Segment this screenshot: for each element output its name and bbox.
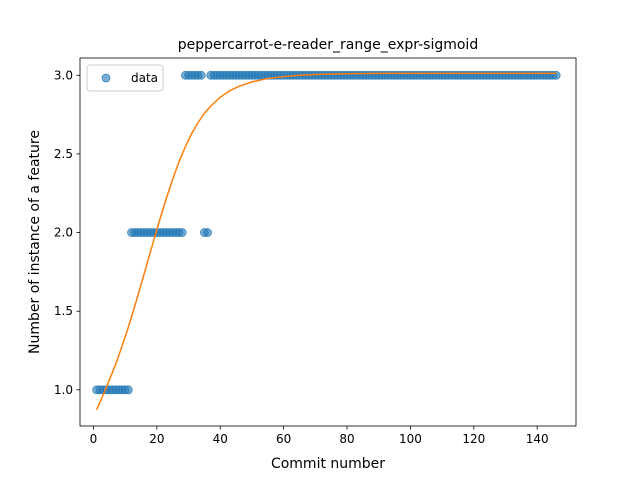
fit-curve-line	[95, 72, 557, 410]
x-tick-label: 20	[149, 432, 164, 446]
legend-marker	[101, 73, 111, 83]
legend-box	[86, 64, 164, 92]
x-axis-label: Commit number	[271, 456, 385, 472]
legend-label-data: data	[131, 71, 158, 85]
data-point	[177, 228, 187, 237]
y-tick-label: 2.5	[54, 147, 73, 161]
y-axis-label: Number of instance of a feature	[27, 130, 43, 354]
x-tick-label: 40	[213, 432, 228, 446]
data-point	[196, 70, 206, 80]
data-point	[203, 228, 212, 237]
axes-frame	[79, 57, 577, 427]
x-tick-label: 120	[462, 432, 485, 446]
x-tick-label: 100	[399, 432, 422, 446]
y-tick-label: 1.0	[54, 383, 73, 397]
x-tick-label: 60	[276, 432, 291, 446]
x-tick-label: 140	[526, 432, 549, 446]
chart-title: peppercarrot-e-reader_range_expr-sigmoid	[178, 37, 478, 53]
legend: data	[86, 64, 164, 92]
y-tick-label: 1.5	[54, 304, 73, 318]
y-tick-label: 3.0	[54, 68, 73, 82]
plot-area: 0 20 40 60 80 100 120 140 1.0 1.5 2.0 2.5 3.0 data	[54, 57, 577, 446]
x-tick-label: 0	[90, 432, 98, 446]
y-tick-label: 2.0	[54, 226, 73, 240]
data-point	[123, 385, 133, 395]
data-point	[551, 70, 561, 80]
x-tick-label: 80	[339, 432, 354, 446]
